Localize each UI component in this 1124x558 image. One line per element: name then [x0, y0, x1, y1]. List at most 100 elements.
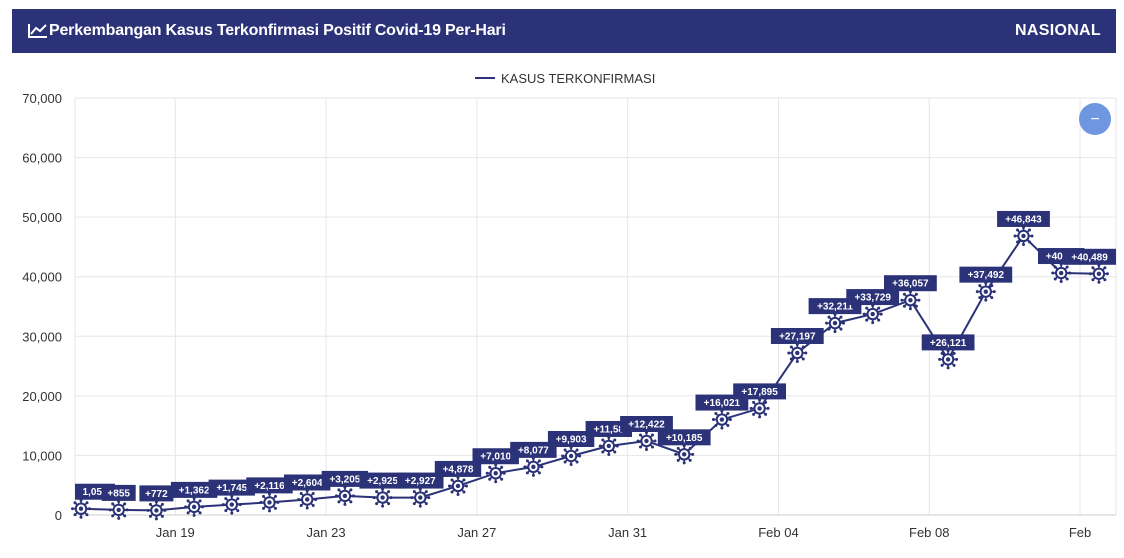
- data-label-box: [208, 479, 255, 496]
- data-label-box: [510, 441, 557, 458]
- virus-icon[interactable]: [333, 484, 356, 507]
- x-tick-label: Feb 08: [909, 525, 949, 540]
- legend[interactable]: KASUS TERKONFIRMASI: [475, 71, 655, 86]
- data-label-box: [770, 327, 824, 344]
- data-label-box: [620, 416, 673, 433]
- data-label-text: +8,077: [518, 445, 549, 456]
- data-label: +9,903: [547, 431, 595, 448]
- data-label-text: +4,878: [443, 464, 474, 475]
- virus-icon[interactable]: [748, 397, 771, 420]
- data-label-box: [397, 472, 444, 489]
- virus-icon[interactable]: [710, 408, 733, 431]
- data-label-text: +32,211: [817, 302, 853, 313]
- x-tick-label: Jan 27: [457, 525, 496, 540]
- y-tick-label: 50,000: [22, 210, 62, 225]
- data-label-text: +772: [145, 489, 168, 500]
- chart-title: Perkembangan Kasus Terkonfirmasi Positif…: [49, 22, 506, 39]
- data-label: +2,116: [246, 477, 293, 494]
- data-label-text: +10,185: [666, 433, 703, 444]
- series-kasus-terkonfirmasi: [70, 224, 1110, 522]
- virus-icon[interactable]: [371, 486, 394, 509]
- data-label: +33,729: [846, 289, 900, 306]
- data-label-text: +40,489: [1071, 252, 1108, 263]
- data-label-text: +16,021: [704, 398, 741, 409]
- data-label: +12,422: [620, 416, 673, 433]
- region-label: NASIONAL: [1015, 22, 1101, 39]
- data-label: +2,925: [359, 472, 406, 489]
- zoom-out-button[interactable]: −: [1079, 103, 1111, 135]
- grid-lines: [74, 97, 1117, 516]
- virus-icon[interactable]: [673, 443, 696, 466]
- data-labels: 1,054 +855 +772 +1,362 +1,745 +2,116 +2,604 +3,…: [75, 210, 1116, 502]
- data-label-text: +2,116: [254, 481, 285, 492]
- data-label-text: +17,895: [741, 387, 778, 398]
- y-tick-label: 30,000: [22, 329, 62, 344]
- virus-icon[interactable]: [258, 491, 281, 514]
- data-label-text: +3,205: [329, 474, 360, 485]
- data-label-box: [657, 429, 711, 446]
- virus-icon[interactable]: [409, 486, 432, 509]
- virus-icon[interactable]: [522, 455, 545, 478]
- virus-icon[interactable]: [484, 462, 507, 485]
- virus-icon[interactable]: [447, 474, 469, 497]
- virus-icon[interactable]: [786, 341, 809, 364]
- legend-label: KASUS TERKONFIRMASI: [501, 71, 655, 86]
- series-line: [80, 234, 1099, 512]
- virus-icon[interactable]: [145, 499, 168, 522]
- data-label-box: [846, 289, 900, 306]
- data-label-box: [921, 334, 975, 351]
- x-tick-label: Feb: [1069, 525, 1091, 540]
- data-label-text: +2,604: [292, 478, 323, 489]
- virus-icon[interactable]: [1087, 262, 1110, 285]
- data-label: +3,205: [321, 470, 369, 487]
- data-label-text: +37,492: [968, 270, 1005, 281]
- data-label: +8,077: [510, 441, 557, 458]
- virus-icon[interactable]: [220, 493, 243, 516]
- line-chart-icon: [28, 24, 47, 38]
- data-label-text: 1,054: [82, 487, 107, 498]
- minus-icon: −: [1090, 111, 1099, 128]
- data-label-box: [139, 485, 174, 502]
- data-label: +10,185: [657, 429, 711, 446]
- y-tick-label: 0: [55, 508, 62, 523]
- data-label-text: +1,745: [216, 483, 247, 494]
- virus-icon[interactable]: [70, 497, 92, 520]
- data-label-text: +12,422: [628, 420, 665, 431]
- data-label-box: [1063, 248, 1116, 265]
- data-label-text: +46,843: [1005, 214, 1042, 225]
- data-label: +772: [139, 485, 174, 502]
- virus-icon[interactable]: [1012, 224, 1035, 247]
- virus-icon[interactable]: [296, 488, 319, 511]
- data-label-box: [101, 484, 136, 501]
- data-label-box: [997, 210, 1050, 227]
- data-label-box: [284, 474, 331, 491]
- data-label-text: +40,61: [1046, 252, 1077, 263]
- virus-icon[interactable]: [107, 498, 130, 521]
- data-label-box: [884, 275, 937, 292]
- data-label-box: [733, 383, 786, 400]
- data-label-box: [959, 266, 1013, 283]
- data-label: +17,895: [733, 383, 786, 400]
- virus-icon[interactable]: [183, 495, 206, 518]
- virus-icon[interactable]: [974, 280, 997, 303]
- virus-icon[interactable]: [560, 445, 583, 468]
- virus-icon[interactable]: [861, 303, 884, 326]
- data-label: +27,197: [770, 327, 824, 344]
- header-left: Perkembangan Kasus Terkonfirmasi Positif…: [28, 22, 506, 40]
- data-label: +7,010: [472, 448, 519, 465]
- chart-header: Perkembangan Kasus Terkonfirmasi Positif…: [12, 9, 1116, 53]
- x-tick-label: Jan 23: [307, 525, 346, 540]
- data-label: +1,362: [170, 481, 218, 498]
- virus-icon[interactable]: [635, 430, 658, 453]
- data-label-text: +855: [107, 488, 130, 499]
- virus-icon[interactable]: [937, 348, 960, 371]
- virus-icon[interactable]: [1050, 262, 1073, 285]
- y-tick-label: 10,000: [22, 448, 62, 463]
- virus-icon[interactable]: [824, 312, 846, 335]
- virus-icon[interactable]: [899, 289, 922, 312]
- virus-icon[interactable]: [597, 434, 620, 457]
- data-label: +36,057: [884, 275, 937, 292]
- data-label-text: +11,58: [594, 424, 625, 435]
- data-label-box: [434, 460, 482, 477]
